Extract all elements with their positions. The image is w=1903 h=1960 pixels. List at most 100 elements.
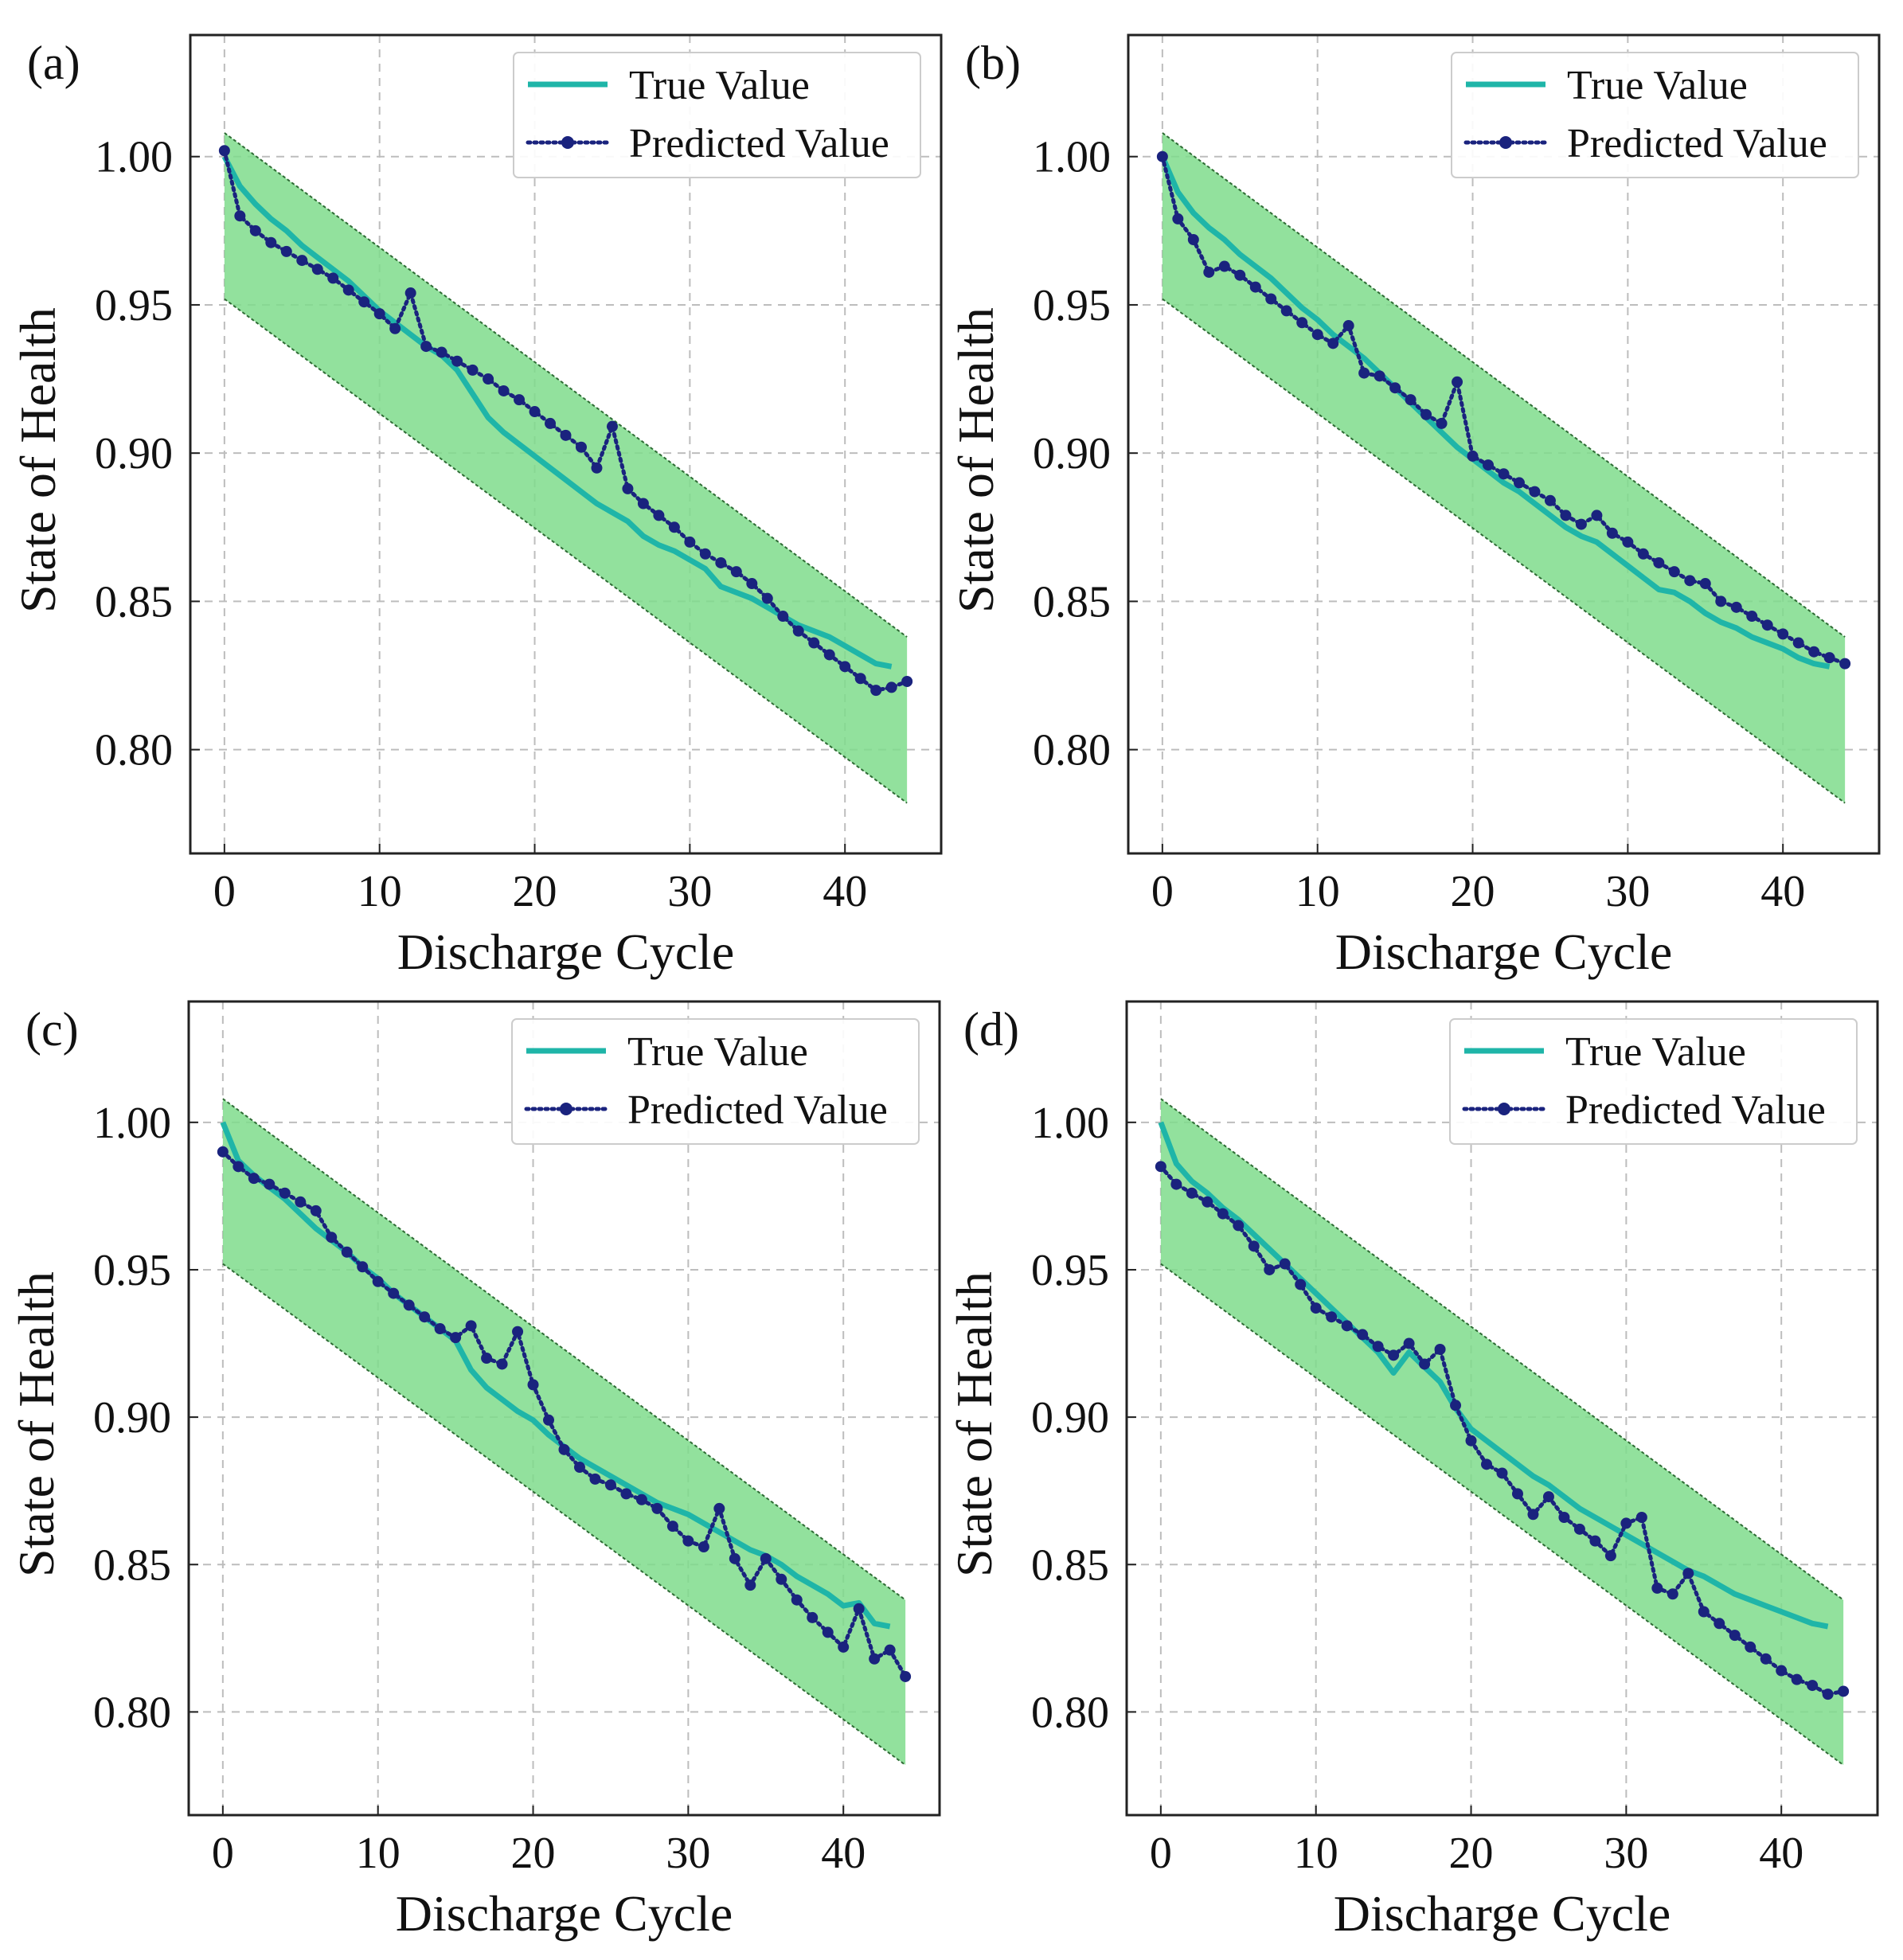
predicted-point xyxy=(885,681,897,693)
band-upper-edge xyxy=(222,1098,906,1601)
x-tick-label: 30 xyxy=(666,1829,710,1878)
predicted-point xyxy=(1279,1258,1291,1270)
axes-frame xyxy=(1127,33,1881,855)
predicted-point xyxy=(1511,1488,1523,1500)
predicted-point xyxy=(651,1502,663,1514)
predicted-point xyxy=(1529,486,1541,498)
predicted-point xyxy=(854,673,866,685)
panel-label: (a) xyxy=(27,37,80,89)
y-tick-label: 0.85 xyxy=(93,1540,171,1590)
predicted-point xyxy=(1715,595,1727,607)
y-tick-label: 0.95 xyxy=(95,281,173,330)
x-tick-label: 20 xyxy=(1451,867,1495,916)
predicted-point xyxy=(1542,1491,1554,1503)
predicted-point xyxy=(373,308,385,320)
confidence-band xyxy=(1160,1099,1844,1766)
predicted-point xyxy=(1760,1653,1772,1665)
predicted-point xyxy=(1280,305,1292,317)
predicted-point xyxy=(777,611,789,623)
subplot-c: 0 10 20 30 40 0.80 0.85 0.90 0.95 1.00 Discharge C… xyxy=(8,1000,941,1942)
predicted-point xyxy=(1606,527,1618,539)
predicted-point xyxy=(389,322,401,334)
predicted-point xyxy=(496,1358,508,1370)
predicted-point xyxy=(1792,637,1804,649)
y-tick-label: 1.00 xyxy=(93,1099,171,1148)
predicted-point xyxy=(1653,556,1665,568)
subplot-b: 0 10 20 30 40 0.80 0.85 0.90 0.95 1.00 Discharge C… xyxy=(948,33,1881,980)
predicted-point xyxy=(807,1611,819,1623)
legend-box xyxy=(511,1018,920,1145)
predicted-point xyxy=(388,1287,400,1299)
predicted-point xyxy=(1698,1606,1710,1618)
predicted-point xyxy=(1745,1641,1756,1653)
predicted-point xyxy=(682,1535,694,1547)
predicted-point xyxy=(545,417,557,429)
predicted-point xyxy=(575,441,587,453)
predicted-point xyxy=(1668,566,1680,578)
predicted-point xyxy=(419,1311,431,1323)
predicted-point xyxy=(1217,1208,1229,1220)
confidence-band xyxy=(1162,132,1846,803)
y-axis-label: State of Health xyxy=(10,307,66,613)
predicted-point xyxy=(1170,1178,1182,1190)
predicted-point xyxy=(217,1146,229,1158)
band-lower-edge xyxy=(1160,1263,1844,1766)
band-upper-edge xyxy=(224,132,908,638)
predicted-point xyxy=(436,346,447,358)
y-tick-label: 0.85 xyxy=(1033,577,1111,627)
x-tick-label: 0 xyxy=(1150,1829,1172,1878)
band-lower-edge xyxy=(1162,298,1846,804)
predicted-point xyxy=(684,536,696,548)
predicted-point xyxy=(729,1552,740,1564)
predicted-point xyxy=(1172,213,1184,225)
predicted-point xyxy=(341,1246,353,1258)
predicted-point xyxy=(1699,578,1711,590)
predicted-point xyxy=(637,498,649,510)
predicted-point xyxy=(558,1443,570,1455)
legend-predicted-marker xyxy=(1499,136,1512,149)
predicted-point xyxy=(1311,329,1323,341)
predicted-point xyxy=(791,1594,803,1606)
y-axis-label: State of Health xyxy=(8,1271,64,1577)
predicted-point xyxy=(884,1644,896,1656)
panel-label: (b) xyxy=(965,37,1021,89)
predicted-point xyxy=(715,556,727,568)
predicted-point xyxy=(543,1414,555,1426)
y-tick-label: 0.95 xyxy=(1033,281,1111,330)
predicted-point xyxy=(653,510,665,521)
predicted-point xyxy=(310,1205,322,1216)
y-axis-label: State of Health xyxy=(948,307,1004,613)
legend-box xyxy=(1449,1018,1858,1145)
axes-frame xyxy=(189,33,943,855)
predicted-point xyxy=(1544,494,1556,506)
predicted-point xyxy=(1265,293,1277,305)
predicted-point xyxy=(357,1261,369,1273)
band-lower-edge xyxy=(222,1263,906,1766)
predicted-point xyxy=(1791,1673,1803,1685)
predicted-point xyxy=(451,355,463,367)
predicted-point xyxy=(248,1173,260,1185)
predicted-point xyxy=(326,1232,338,1244)
predicted-point xyxy=(1498,468,1510,480)
predicted-point xyxy=(900,1670,912,1682)
predicted-point xyxy=(1357,1329,1369,1341)
predicted-point xyxy=(465,1320,477,1332)
legend: True Value Predicted Value xyxy=(1449,1018,1858,1145)
predicted-point xyxy=(839,661,851,673)
predicted-point xyxy=(1667,1588,1678,1600)
x-tick-label: 20 xyxy=(513,867,557,916)
subplot-a: 0 10 20 30 40 0.80 0.85 0.90 0.95 1.00 Discharge C… xyxy=(10,33,943,980)
predicted-point xyxy=(1560,510,1572,521)
band-upper-edge xyxy=(1160,1098,1844,1601)
predicted-point xyxy=(527,1379,539,1391)
predicted-point xyxy=(358,296,370,308)
predicted-point xyxy=(761,592,773,604)
predicted-point xyxy=(1326,1311,1338,1323)
predicted-point xyxy=(1822,1689,1834,1700)
predicted-point xyxy=(296,255,308,267)
predicted-point xyxy=(1651,1582,1663,1594)
predicted-point xyxy=(1327,338,1339,349)
predicted-point xyxy=(434,1323,446,1335)
predicted-point xyxy=(1434,1343,1446,1355)
